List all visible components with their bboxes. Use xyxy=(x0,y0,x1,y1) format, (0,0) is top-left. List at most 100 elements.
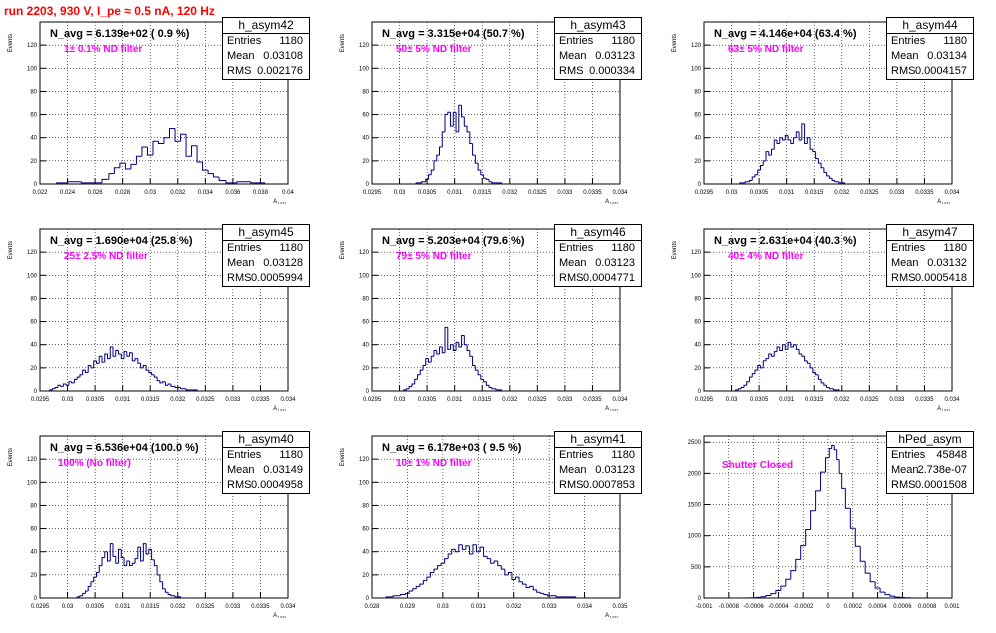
x-tick-label: 0.0295 xyxy=(695,397,714,403)
rms-value: 0.0004958 xyxy=(251,478,303,493)
y-tick-label: 100 xyxy=(27,480,38,486)
x-tick-label: -0.0002 xyxy=(793,604,814,610)
rms-value: 0.0005994 xyxy=(251,271,303,286)
y-tick-label: 100 xyxy=(359,66,370,72)
x-tick-label: 0.032 xyxy=(506,604,522,610)
x-tick-label: 0.033 xyxy=(557,397,573,403)
y-tick-label: 80 xyxy=(30,89,37,95)
x-axis-title: A LED xyxy=(605,613,618,618)
info-box: N_avg = 6.178e+03 ( 9.5 %) 10± 1% ND fil… xyxy=(382,442,521,469)
mean-label: Mean xyxy=(227,256,255,271)
histogram-name: h_asym46 xyxy=(555,225,641,241)
y-tick-label: 60 xyxy=(30,113,37,119)
y-tick-label: 20 xyxy=(694,366,701,372)
y-tick-label: 120 xyxy=(359,250,370,256)
info-box: N_avg = 5.203e+04 (79.6 %) 79± 5% ND fil… xyxy=(382,235,524,262)
x-tick-label: 0.031 xyxy=(779,397,795,403)
y-tick-label: 100 xyxy=(359,273,370,279)
y-tick-label: 20 xyxy=(694,159,701,165)
x-tick-label: 0.034 xyxy=(612,397,628,403)
y-tick-label: 100 xyxy=(27,66,38,72)
filter-label: 40± 4% ND filter xyxy=(728,251,856,262)
rms-value: 0.002176 xyxy=(257,64,303,79)
n-avg-label: N_avg = 6.139e+02 ( 0.9 %) xyxy=(50,28,189,40)
x-tick-label: 0.0325 xyxy=(860,190,879,196)
entries-label: Entries xyxy=(559,241,593,256)
y-axis-title: Events xyxy=(340,241,346,259)
mean-value: 0.03123 xyxy=(595,256,635,271)
x-tick-label: 0.0335 xyxy=(251,397,270,403)
y-tick-label: 40 xyxy=(694,136,701,142)
y-tick-label: 60 xyxy=(694,113,701,119)
x-tick-label: 0.0295 xyxy=(31,604,50,610)
y-tick-label: 80 xyxy=(362,503,369,509)
info-box: N_avg = 2.631e+04 (40.3 %) 40± 4% ND fil… xyxy=(714,235,856,262)
mean-label: Mean xyxy=(559,49,587,64)
y-tick-label: 40 xyxy=(362,343,369,349)
filter-label: 50± 5% ND filter xyxy=(396,44,524,55)
x-tick-label: 0.031 xyxy=(447,190,463,196)
x-tick-label: 0.034 xyxy=(198,190,214,196)
filter-label: Shutter Closed xyxy=(722,460,793,471)
x-tick-label: 0.022 xyxy=(32,190,48,196)
x-tick-label: 0.034 xyxy=(612,190,628,196)
x-tick-label: 0.031 xyxy=(447,397,463,403)
mean-label: Mean xyxy=(559,256,587,271)
x-tick-label: 0.0295 xyxy=(363,397,382,403)
n-avg-label: N_avg = 2.631e+04 (40.3 %) xyxy=(714,235,856,247)
entries-label: Entries xyxy=(559,448,593,463)
y-tick-label: 80 xyxy=(30,296,37,302)
x-tick-label: 0.032 xyxy=(502,190,518,196)
y-tick-label: 60 xyxy=(362,320,369,326)
histogram-name: h_asym42 xyxy=(223,18,309,34)
x-tick-label: 0.0335 xyxy=(583,190,602,196)
x-tick-label: 0.0325 xyxy=(528,397,547,403)
rms-label: RMS xyxy=(559,478,583,493)
x-tick-label: 0.028 xyxy=(115,190,131,196)
entries-value: 45848 xyxy=(936,448,967,463)
y-tick-label: 60 xyxy=(30,527,37,533)
y-tick-label: 100 xyxy=(359,480,370,486)
entries-value: 1180 xyxy=(943,241,967,256)
y-tick-label: 0 xyxy=(366,182,370,188)
y-tick-label: 40 xyxy=(362,550,369,556)
mean-label: Mean xyxy=(559,463,587,478)
x-tick-label: 0.026 xyxy=(88,190,104,196)
y-tick-label: 0 xyxy=(698,389,702,395)
x-tick-label: 0.0315 xyxy=(473,397,492,403)
x-tick-label: 0.03 xyxy=(726,397,738,403)
entries-value: 1180 xyxy=(943,34,967,49)
mean-label: Mean xyxy=(891,463,919,478)
x-tick-label: 0.031 xyxy=(779,190,795,196)
x-tick-label: 0.03 xyxy=(62,397,74,403)
x-tick-label: 0.0295 xyxy=(695,190,714,196)
rms-label: RMS xyxy=(227,478,251,493)
y-tick-label: 0 xyxy=(698,182,702,188)
y-tick-label: 20 xyxy=(30,573,37,579)
x-tick-label: 0.031 xyxy=(471,604,487,610)
x-axis-title: A LED xyxy=(273,199,286,204)
x-tick-label: -0.0008 xyxy=(719,604,740,610)
y-tick-label: 100 xyxy=(691,66,702,72)
x-tick-label: 0.034 xyxy=(280,604,296,610)
y-tick-label: 120 xyxy=(359,43,370,49)
y-tick-label: 120 xyxy=(359,457,370,463)
y-tick-label: 0 xyxy=(366,389,370,395)
x-tick-label: 0.033 xyxy=(542,604,558,610)
info-box: N_avg = 6.536e+04 (100.0 %) 100% (No fil… xyxy=(50,442,199,469)
rms-label: RMS xyxy=(891,64,915,79)
x-tick-label: 0.034 xyxy=(577,604,593,610)
info-box: N_avg = 6.139e+02 ( 0.9 %) 1± 0.1% ND fi… xyxy=(50,28,189,55)
y-tick-label: 1000 xyxy=(688,534,702,540)
x-tick-label: 0.032 xyxy=(170,397,186,403)
y-tick-label: 40 xyxy=(362,136,369,142)
x-tick-label: 0.0006 xyxy=(893,604,912,610)
y-tick-label: 1500 xyxy=(688,503,702,509)
